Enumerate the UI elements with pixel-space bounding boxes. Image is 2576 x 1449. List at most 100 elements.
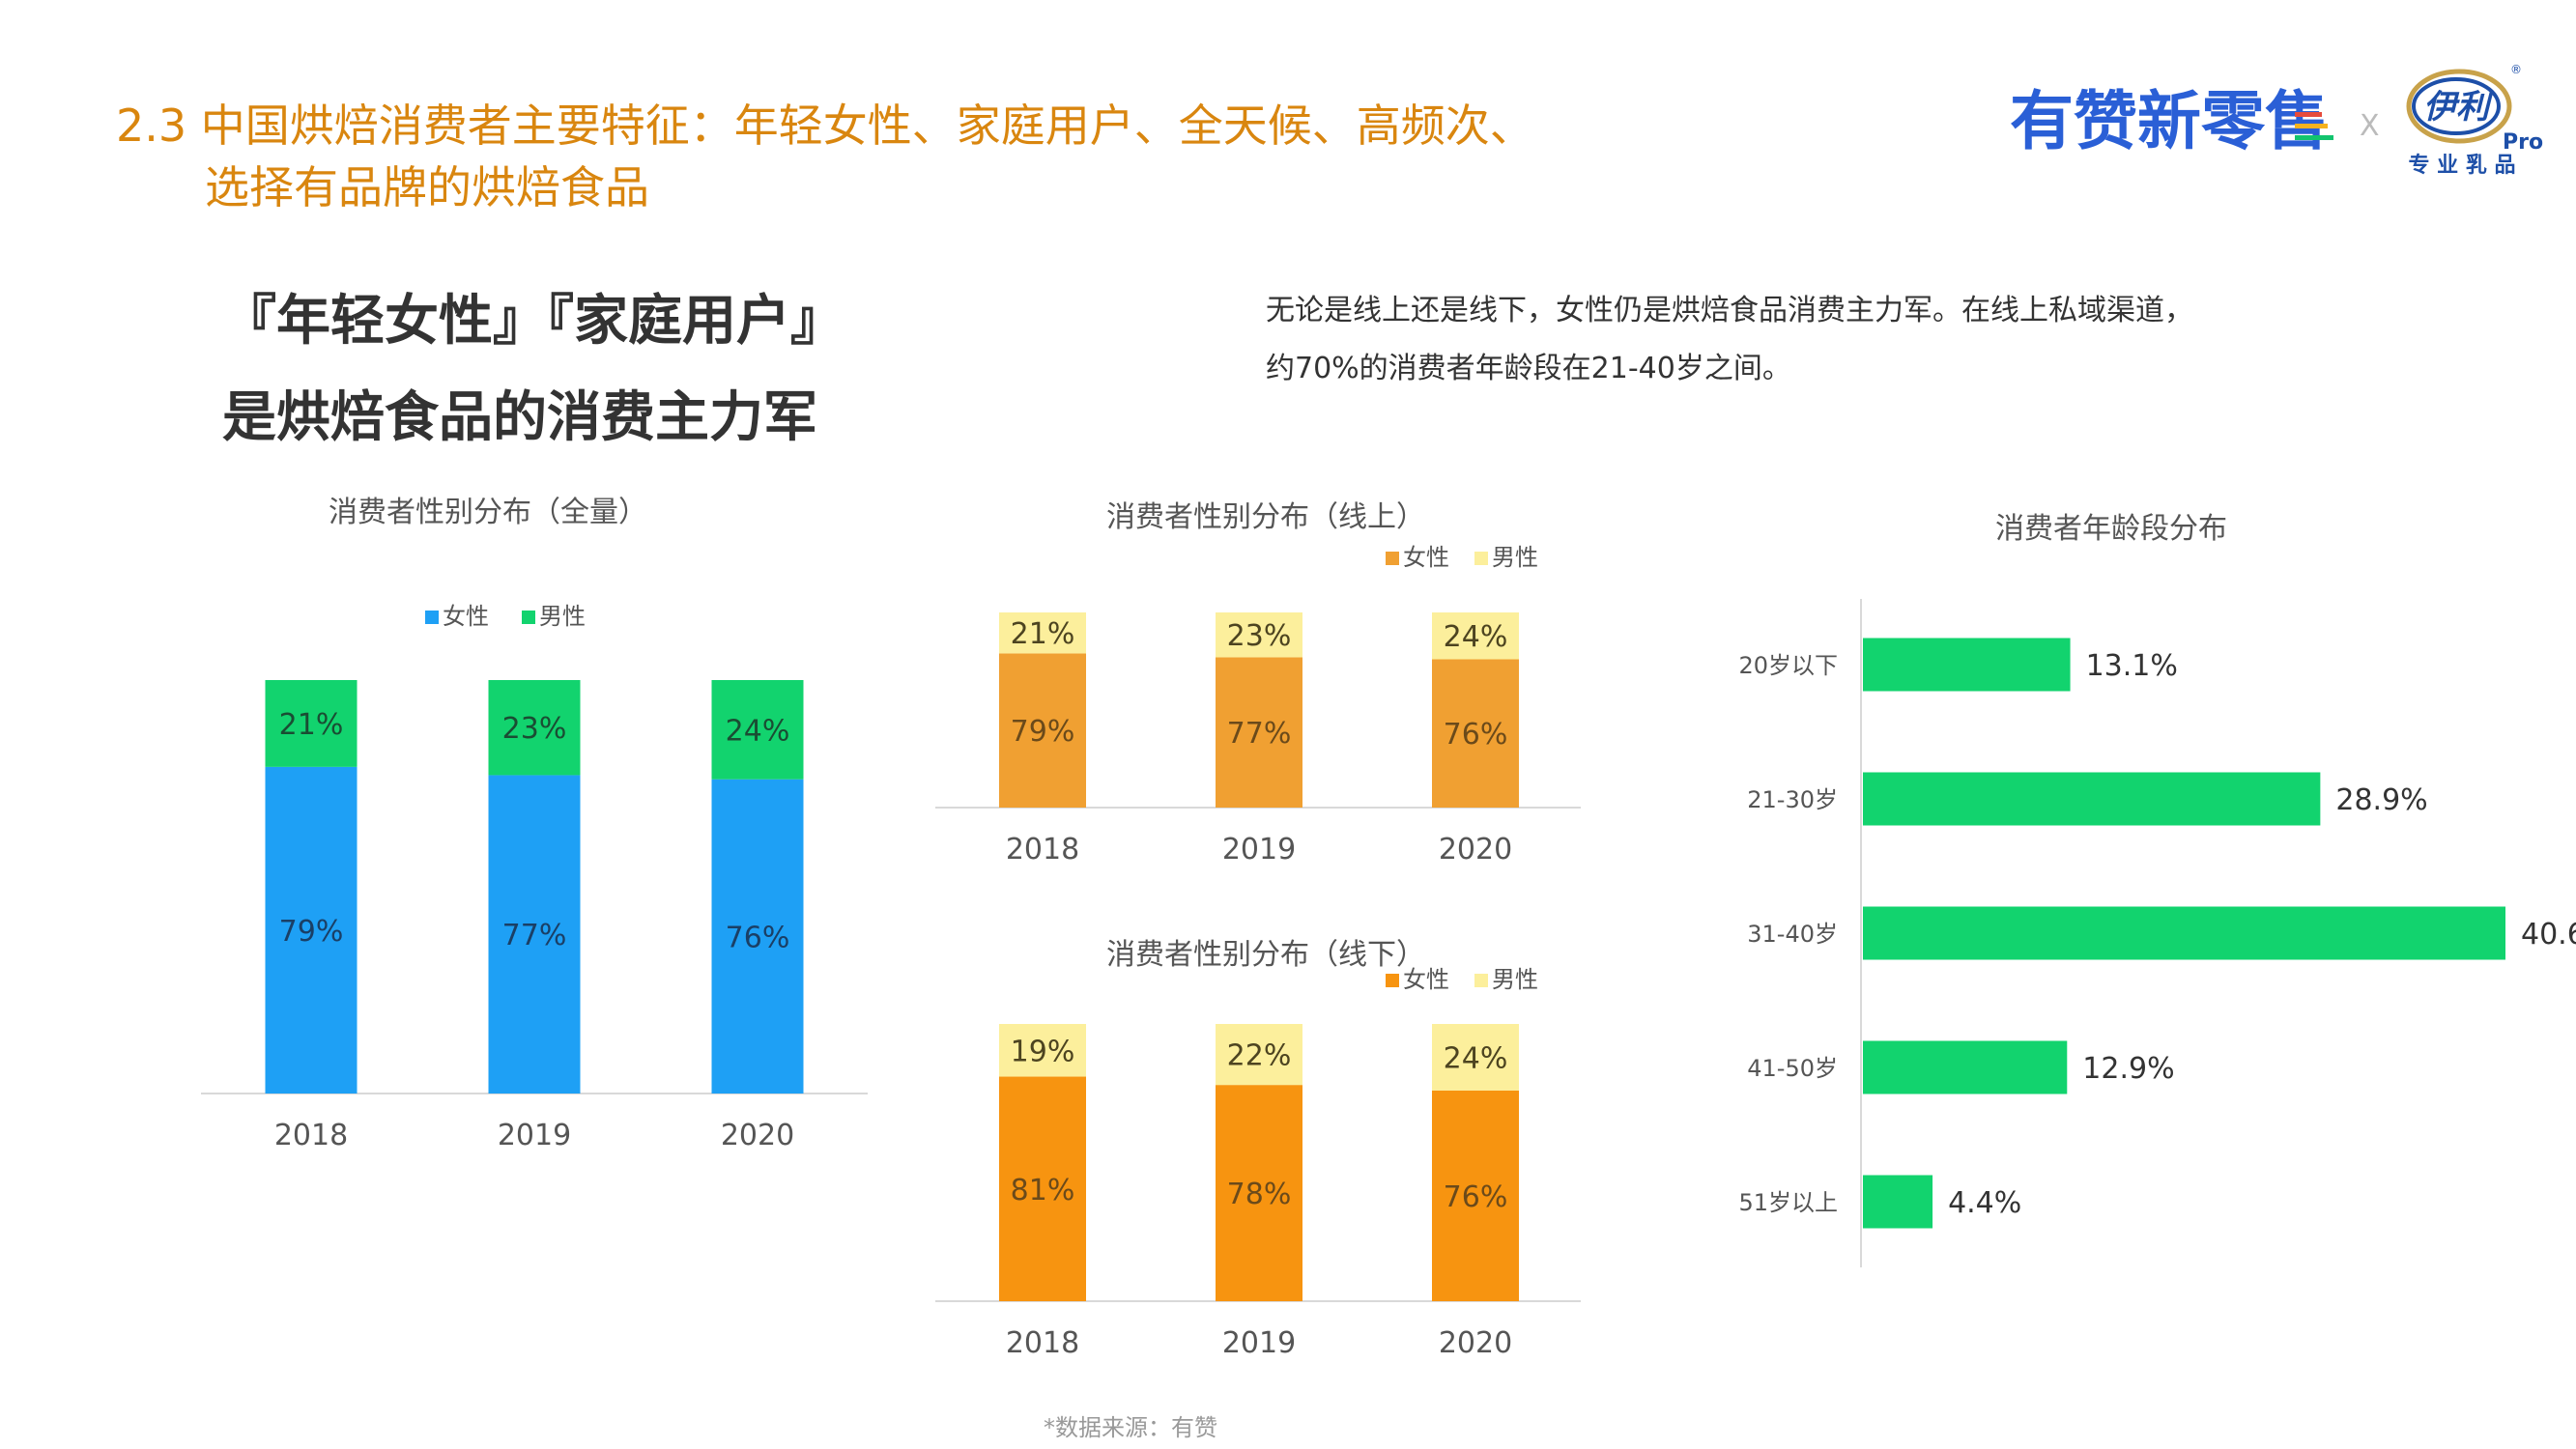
- data-source: *数据来源：有赞: [1044, 1414, 1217, 1441]
- logo-separator: X: [2360, 109, 2380, 143]
- yili-subtitle: 专 业 乳 品: [2409, 153, 2516, 178]
- age-category-1: 21-30岁: [1747, 786, 1838, 813]
- bar-offline-2020-0: [1432, 1090, 1519, 1301]
- age-bar-label-3: 12.9%: [2082, 1052, 2174, 1086]
- bar-all-2018-0: [265, 766, 358, 1094]
- age-category-2: 31-40岁: [1747, 921, 1838, 948]
- chart-title-online: 消费者性别分布（线上）: [1106, 500, 1425, 534]
- logo-area: 有赞新零售 X 伊利 Pro ® 专 业 乳 品: [2000, 56, 2551, 191]
- logo-stripe-yellow: [2295, 124, 2328, 128]
- bar-offline-2019-0: [1216, 1085, 1302, 1301]
- category-label-all-2018: 2018: [274, 1119, 348, 1152]
- bar-all-2020-1: [711, 680, 804, 780]
- age-bar-1: [1863, 772, 2321, 826]
- bar-label-online-2020-0: 76%: [1444, 718, 1508, 752]
- legend-label-offline-1: 男性: [1492, 966, 1538, 993]
- category-label-offline-2019: 2019: [1222, 1326, 1296, 1360]
- subhead: 『年轻女性』『家庭用户』 是烘焙食品的消费主力军: [222, 273, 844, 467]
- age-bar-0: [1863, 638, 2071, 692]
- bar-all-2018-1: [265, 680, 358, 767]
- yili-logo: 伊利: [2423, 88, 2494, 127]
- bar-label-all-2018-1: 21%: [279, 708, 344, 742]
- yili-pro: Pro: [2503, 130, 2543, 155]
- age-bar-label-0: 13.1%: [2086, 649, 2178, 683]
- description: 无论是线上还是线下，女性仍是烘焙食品消费主力军。在线上私域渠道， 约70%的消费…: [1266, 282, 2329, 398]
- bar-label-all-2018-0: 79%: [279, 915, 344, 949]
- bar-all-2020-0: [711, 779, 804, 1094]
- bar-label-all-2019-0: 77%: [502, 919, 567, 952]
- age-bar-label-2: 40.6%: [2521, 918, 2576, 952]
- legend-label-offline-0: 女性: [1403, 966, 1449, 993]
- legend-label-all-0: 女性: [443, 603, 489, 630]
- bar-label-all-2019-1: 23%: [502, 712, 567, 746]
- logos: 有赞新零售 X 伊利 Pro ® 专 业 乳 品: [2010, 63, 2543, 178]
- legend-label-all-1: 男性: [539, 603, 586, 630]
- bar-online-2020-1: [1432, 612, 1519, 660]
- age-category-4: 51岁以上: [1738, 1189, 1838, 1216]
- bar-online-2019-1: [1216, 612, 1302, 658]
- bar-online-2018-1: [999, 612, 1086, 654]
- description-line2: 约70%的消费者年龄段在21-40岁之间。: [1266, 352, 1791, 385]
- category-label-offline-2018: 2018: [1006, 1326, 1079, 1360]
- category-label-online-2019: 2019: [1222, 833, 1296, 867]
- bar-online-2019-0: [1216, 657, 1302, 808]
- yili-logo-oval: [2412, 77, 2501, 135]
- logo-stripe-green: [2295, 135, 2333, 140]
- age-bar-label-1: 28.9%: [2335, 783, 2427, 817]
- youzan-logo: 有赞新零售: [2010, 84, 2329, 158]
- bar-all-2019-0: [488, 775, 581, 1094]
- legend-swatch-all-1: [522, 611, 535, 624]
- logo-stripe-red: [2295, 112, 2322, 117]
- legend-swatch-offline-1: [1474, 974, 1488, 987]
- age-bar-4: [1863, 1175, 1933, 1229]
- bar-label-online-2020-1: 24%: [1444, 620, 1508, 654]
- age-bar-2: [1863, 906, 2505, 960]
- registered-mark: ®: [2510, 63, 2522, 76]
- bar-offline-2018-1: [999, 1024, 1086, 1077]
- bar-label-offline-2020-1: 24%: [1444, 1041, 1508, 1075]
- category-label-online-2018: 2018: [1006, 833, 1079, 867]
- bar-label-offline-2018-0: 81%: [1011, 1174, 1075, 1208]
- bar-label-online-2018-1: 21%: [1011, 617, 1075, 651]
- bar-offline-2019-1: [1216, 1024, 1302, 1086]
- chart-title-all: 消费者性别分布（全量）: [329, 496, 647, 529]
- age-bar-3: [1863, 1040, 2068, 1094]
- bar-label-all-2020-0: 76%: [726, 921, 790, 954]
- bar-label-offline-2020-0: 76%: [1444, 1180, 1508, 1214]
- bar-label-online-2019-1: 23%: [1227, 619, 1292, 653]
- bar-offline-2018-0: [999, 1076, 1086, 1301]
- description-line1: 无论是线上还是线下，女性仍是烘焙食品消费主力军。在线上私域渠道，: [1266, 294, 2193, 327]
- bar-label-offline-2018-1: 19%: [1011, 1035, 1075, 1068]
- bar-label-all-2020-1: 24%: [726, 714, 790, 748]
- bar-label-online-2018-0: 79%: [1011, 715, 1075, 749]
- age-bar-label-4: 4.4%: [1948, 1186, 2021, 1220]
- legend-swatch-all-0: [425, 611, 439, 624]
- bar-offline-2020-1: [1432, 1024, 1519, 1091]
- age-category-0: 20岁以下: [1738, 652, 1838, 679]
- age-category-3: 41-50岁: [1747, 1055, 1838, 1082]
- bar-online-2018-0: [999, 653, 1086, 808]
- legend-swatch-online-1: [1474, 552, 1488, 565]
- bar-label-offline-2019-0: 78%: [1227, 1178, 1292, 1211]
- bar-label-online-2019-0: 77%: [1227, 717, 1292, 751]
- yili-logo-ring: [2406, 69, 2512, 144]
- page-title-line2: 选择有品牌的烘焙食品: [205, 161, 649, 213]
- chart-title-offline: 消费者性别分布（线下）: [1106, 938, 1425, 972]
- legend-swatch-offline-0: [1386, 974, 1399, 987]
- category-label-offline-2020: 2020: [1439, 1326, 1512, 1360]
- subhead-line2: 是烘焙食品的消费主力军: [222, 386, 817, 449]
- category-label-all-2019: 2019: [498, 1119, 571, 1152]
- category-label-all-2020: 2020: [721, 1119, 794, 1152]
- bar-online-2020-0: [1432, 659, 1519, 808]
- legend-label-online-0: 女性: [1403, 544, 1449, 571]
- chart-title-age: 消费者年龄段分布: [1995, 512, 2227, 546]
- page-title: 2.3 中国烘焙消费者主要特征：年轻女性、家庭用户、全天候、高频次、 选择有品牌…: [116, 95, 1534, 218]
- category-label-online-2020: 2020: [1439, 833, 1512, 867]
- legend-swatch-online-0: [1386, 552, 1399, 565]
- bar-all-2019-1: [488, 680, 581, 776]
- legend-label-online-1: 男性: [1492, 544, 1538, 571]
- subhead-line1: 『年轻女性』『家庭用户』: [222, 290, 844, 353]
- bar-label-offline-2019-1: 22%: [1227, 1039, 1292, 1073]
- page-title-line1: 2.3 中国烘焙消费者主要特征：年轻女性、家庭用户、全天候、高频次、: [116, 99, 1534, 152]
